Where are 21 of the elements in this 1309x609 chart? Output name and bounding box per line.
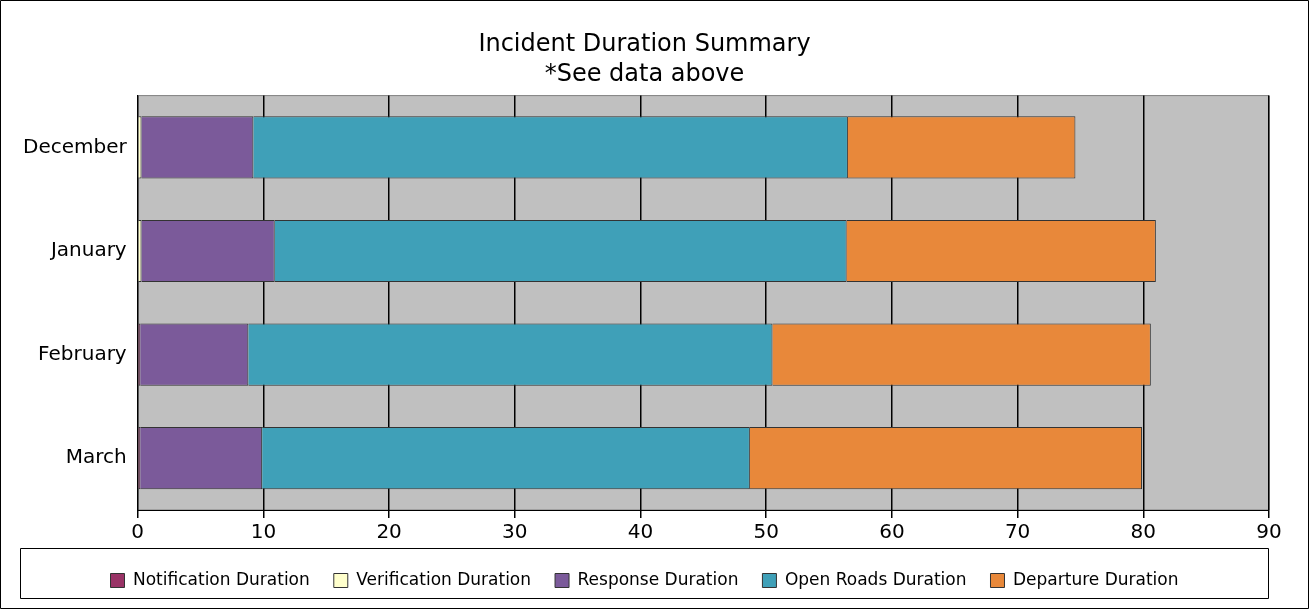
- x-tick-label: 20: [376, 519, 402, 544]
- legend-label: Verification Duration: [356, 568, 532, 589]
- x-tick-label: 50: [753, 519, 779, 544]
- x-tick-label: 10: [250, 519, 277, 544]
- chart-title: Incident Duration Summary: [478, 28, 811, 57]
- y-tick-label: March: [65, 444, 127, 469]
- x-tick-label: 40: [627, 519, 654, 544]
- chart-subtitle: *See data above: [544, 59, 745, 88]
- x-tick-label: 0: [131, 519, 145, 544]
- x-tick-label: 60: [879, 519, 905, 544]
- x-tick-label: 90: [1256, 519, 1282, 544]
- legend-label: Departure Duration: [1012, 568, 1179, 589]
- y-tick-label: January: [48, 237, 127, 262]
- x-tick-label: 30: [502, 519, 528, 544]
- legend-label: Response Duration: [577, 568, 739, 589]
- legend-label: Notification Duration: [133, 568, 310, 589]
- y-tick-label: December: [22, 133, 128, 158]
- x-tick-label: 80: [1130, 519, 1157, 544]
- x-tick-label: 70: [1004, 519, 1031, 544]
- y-tick-label: February: [38, 340, 127, 365]
- legend-label: Open Roads Duration: [784, 568, 967, 589]
